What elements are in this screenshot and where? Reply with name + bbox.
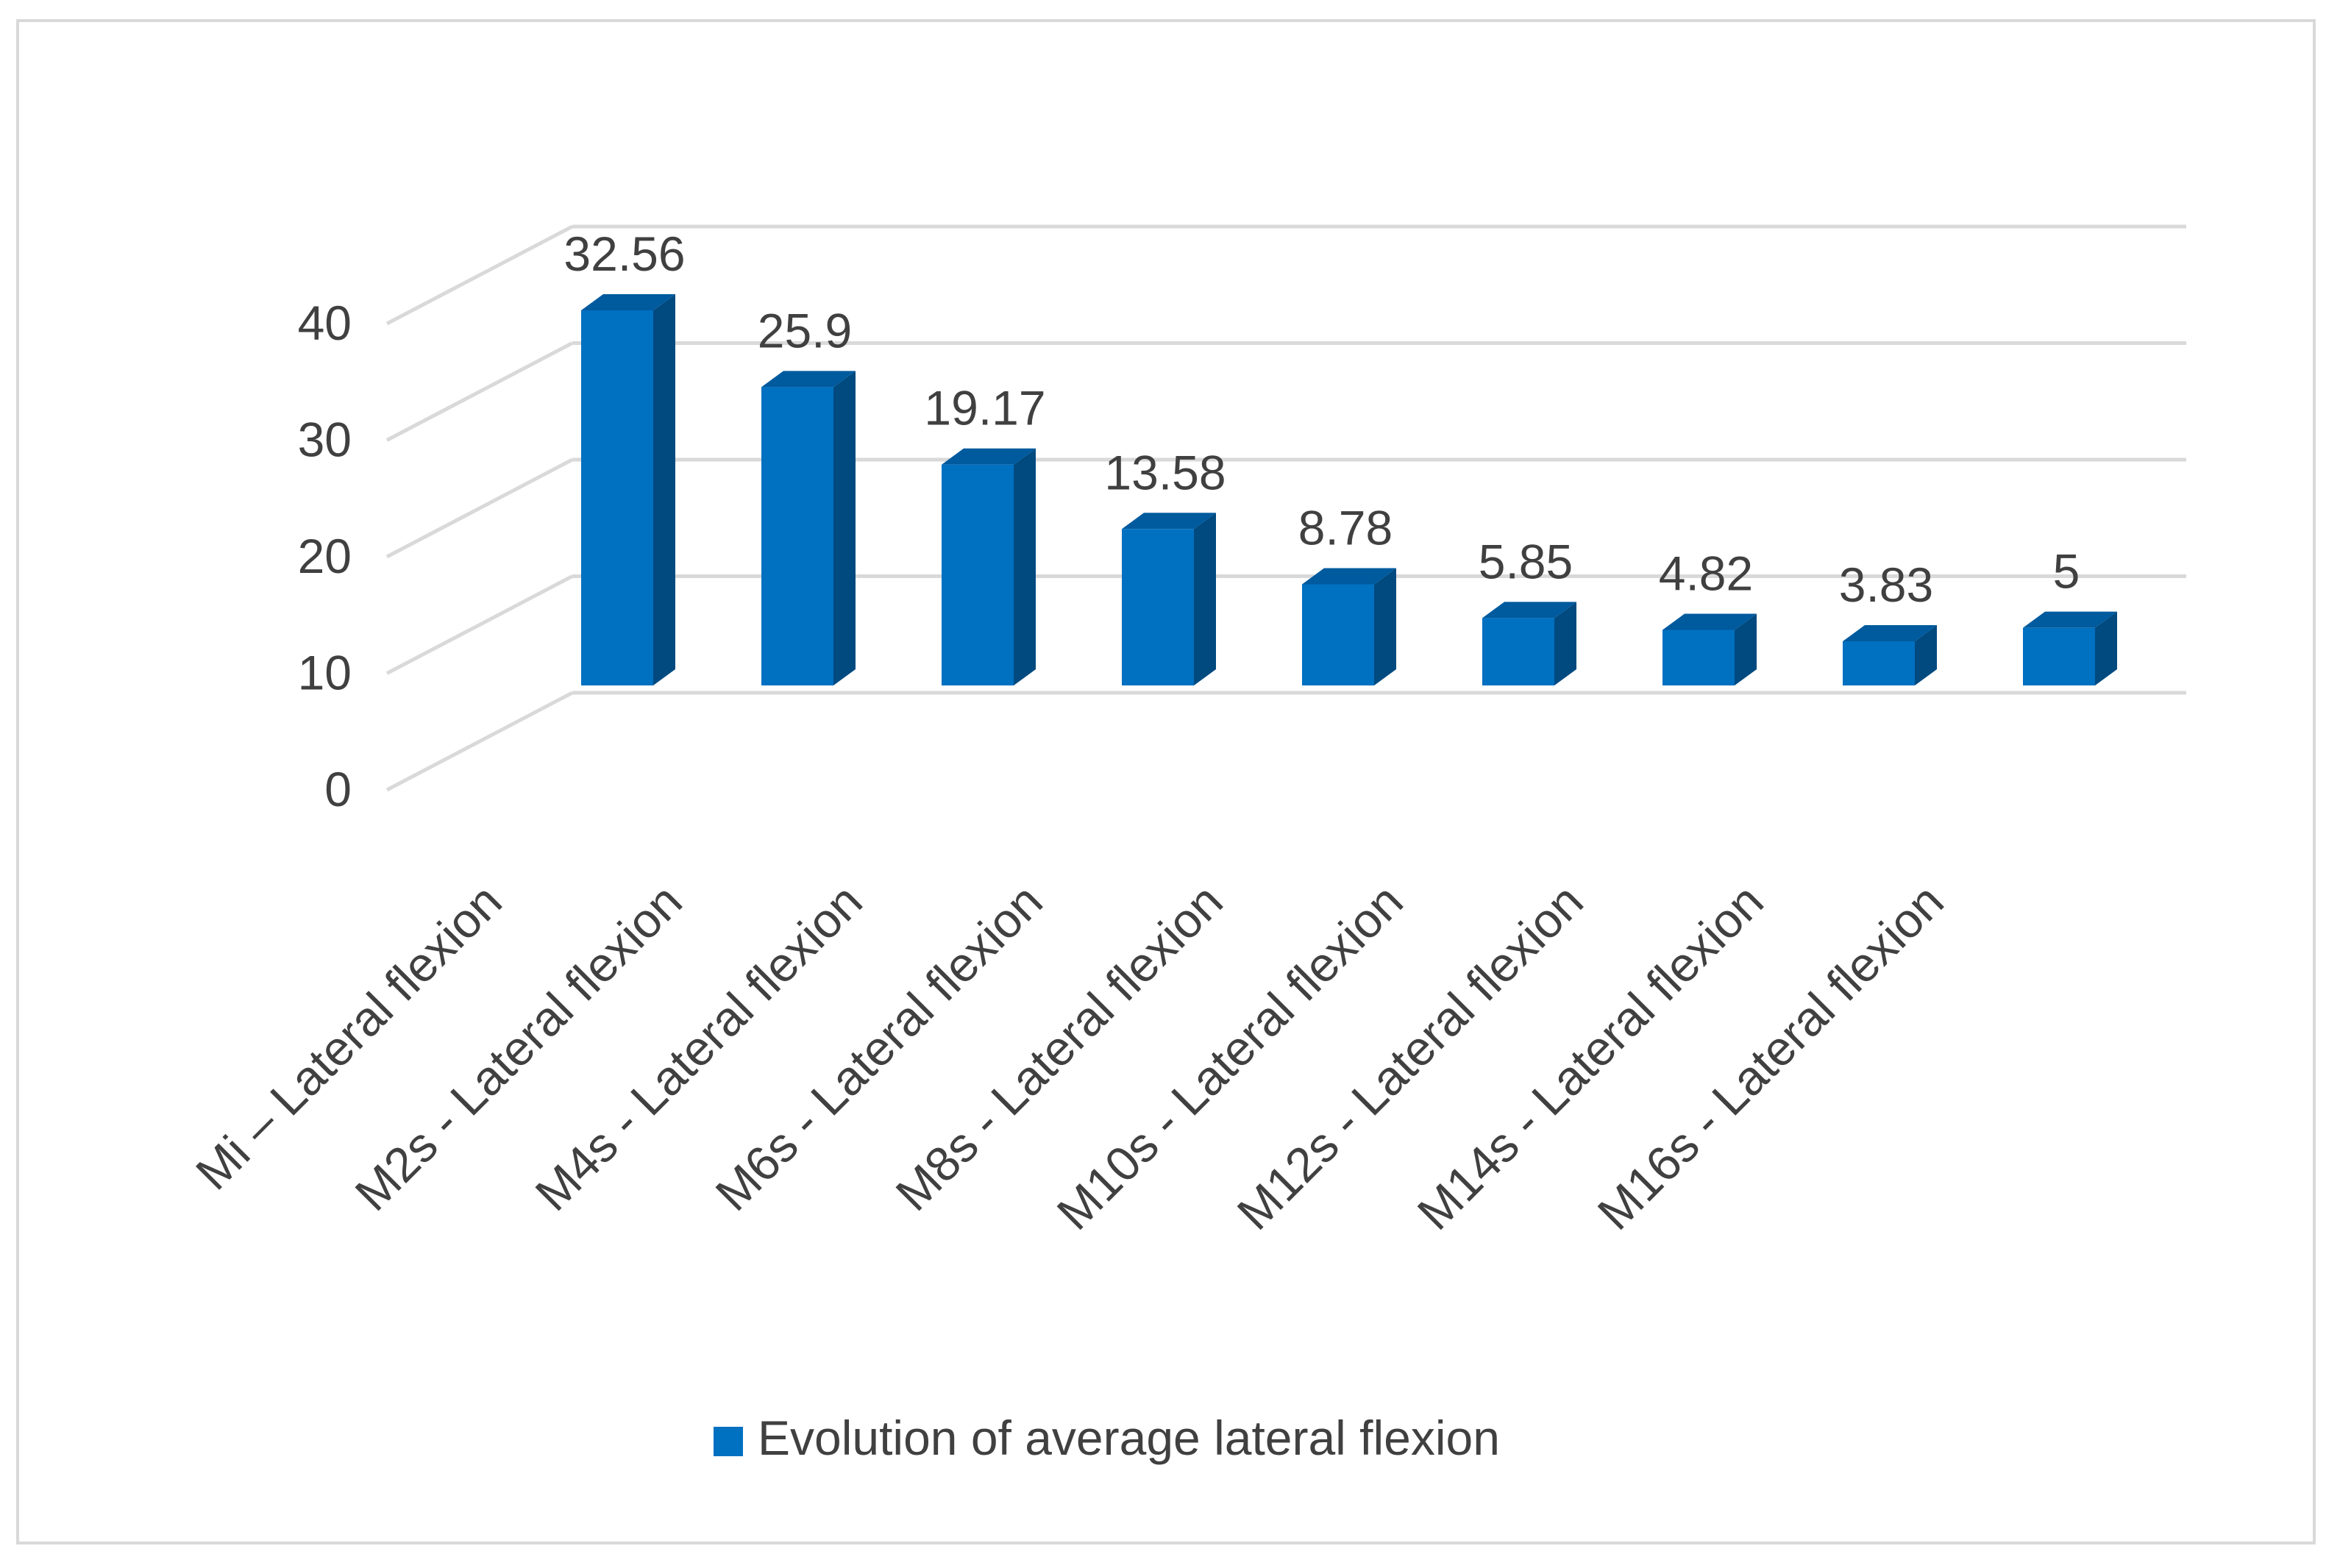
data-label: 5.85 [1479, 534, 1573, 588]
bar-chart: 0 10 20 30 40 32.56 25.9 19.17 13.58 8.78 5.85 4.8… [185, 224, 2186, 1465]
data-label: 4.82 [1659, 546, 1753, 601]
gridline-side [385, 691, 574, 792]
legend: Evolution of average lateral flexion [714, 1411, 1500, 1465]
data-label: 3.83 [1839, 557, 1933, 612]
x-tick-label: M8s - Lateral flexion [885, 874, 1233, 1222]
bar-side [1735, 613, 1757, 685]
y-tick-label: 40 [298, 296, 352, 350]
legend-swatch [714, 1427, 743, 1456]
bar-side [1374, 568, 1396, 685]
data-label: 5 [2053, 544, 2080, 599]
bar [942, 464, 1014, 685]
bar-side [1194, 513, 1216, 685]
bar-top [1122, 513, 1216, 530]
bar-side [1554, 602, 1576, 685]
chart-frame: 0 10 20 30 40 32.56 25.9 19.17 13.58 8.78 5.85 4.8… [16, 19, 2316, 1544]
bar-side [833, 371, 856, 685]
data-label: 13.58 [1104, 445, 1226, 499]
bar-top [1843, 625, 1937, 642]
x-tick-label: M10s - Lateral flexion [1046, 874, 1412, 1240]
data-label: 32.56 [563, 227, 685, 281]
gridline-side [385, 341, 574, 442]
bar-top [761, 371, 856, 388]
bar-top [581, 294, 675, 310]
x-tick-label: M12s - Lateral flexion [1226, 874, 1593, 1240]
x-tick-label: M6s - Lateral flexion [705, 874, 1053, 1222]
gridline-side [385, 224, 574, 326]
x-tick-label: Mi – Lateral flexion [185, 874, 512, 1200]
bar-top [1302, 568, 1396, 585]
bar [1302, 584, 1374, 685]
bar [2023, 627, 2095, 685]
bar [1662, 630, 1735, 685]
data-labels: 32.56 25.9 19.17 13.58 8.78 5.85 4.82 3.83 5 [563, 227, 2080, 612]
y-tick-label: 20 [298, 529, 352, 583]
bar [581, 310, 653, 685]
legend-label: Evolution of average lateral flexion [758, 1411, 1500, 1465]
x-tick-label: M14s - Lateral flexion [1407, 874, 1773, 1240]
x-tick-label: M16s - Lateral flexion [1587, 874, 1953, 1240]
y-axis-ticks: 0 10 20 30 40 [298, 296, 352, 816]
bar-side [653, 294, 675, 685]
bar [1482, 618, 1554, 685]
bar-top [942, 448, 1036, 465]
data-label: 8.78 [1298, 500, 1393, 555]
y-tick-label: 10 [298, 646, 352, 700]
bar [1122, 529, 1194, 685]
y-tick-label: 30 [298, 413, 352, 467]
data-label: 19.17 [924, 381, 1045, 435]
y-tick-label: 0 [324, 762, 352, 816]
bar-side [1915, 625, 1937, 685]
x-tick-label: M2s - Lateral flexion [344, 874, 692, 1222]
bar-side [2095, 611, 2117, 685]
bar [1843, 641, 1915, 685]
bar-top [1662, 613, 1757, 630]
x-tick-label: M4s - Lateral flexion [524, 874, 872, 1222]
gridline-side [385, 457, 574, 559]
data-label: 25.9 [758, 303, 852, 357]
bar-top [2023, 611, 2117, 628]
bars [581, 294, 2117, 685]
bar-top [1482, 602, 1576, 619]
bar [761, 387, 833, 685]
gridline-side [385, 574, 574, 675]
bar-side [1014, 448, 1036, 685]
